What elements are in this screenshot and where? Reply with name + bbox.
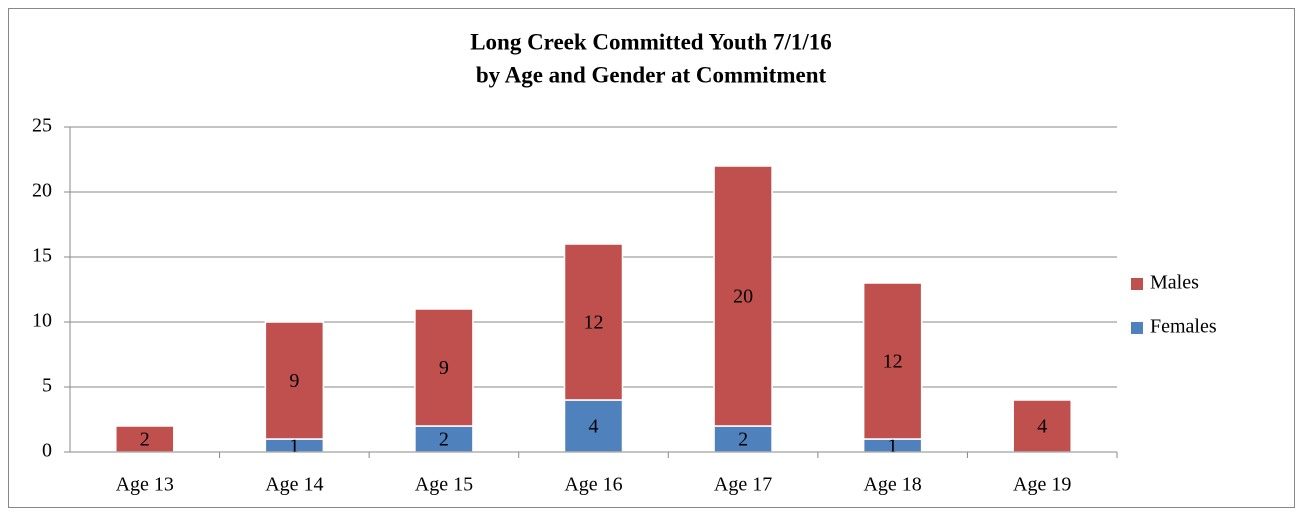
- data-label: 1: [289, 435, 299, 457]
- y-tick-label: 25: [32, 115, 52, 137]
- chart-title: Long Creek Committed Youth 7/1/16: [470, 29, 832, 54]
- x-tick-label: Age 13: [116, 474, 174, 496]
- bar-segment: [115, 425, 175, 453]
- data-label: 2: [439, 429, 449, 451]
- y-tick-label: 15: [32, 245, 52, 267]
- x-tick-label: Age 15: [415, 474, 473, 496]
- data-label: 12: [584, 312, 604, 334]
- data-label: 2: [140, 429, 150, 451]
- data-label: 9: [289, 370, 299, 392]
- legend-label: Females: [1150, 316, 1217, 338]
- y-tick-label: 0: [42, 440, 52, 462]
- x-tick-label: Age 16: [564, 474, 622, 496]
- chart-border: [8, 8, 1295, 508]
- x-tick-label: Age 14: [265, 474, 323, 496]
- legend-swatch: [1131, 278, 1143, 290]
- y-tick-label: 20: [32, 180, 52, 202]
- legend-label: Males: [1150, 272, 1199, 294]
- bar-segment: [862, 282, 923, 440]
- data-label: 20: [733, 286, 753, 308]
- bar-segment: [264, 321, 325, 440]
- data-label: 9: [439, 357, 449, 379]
- x-tick-label: Age 18: [863, 474, 921, 496]
- x-tick-label: Age 17: [714, 474, 772, 496]
- data-label: 4: [1037, 416, 1047, 438]
- data-label: 2: [738, 429, 748, 451]
- bar-segment: [713, 165, 773, 427]
- data-label: 12: [883, 351, 903, 373]
- data-label: 4: [589, 416, 599, 438]
- bar-segment: [1012, 399, 1072, 453]
- chart-subtitle: by Age and Gender at Commitment: [476, 62, 827, 87]
- x-tick-label: Age 19: [1013, 474, 1071, 496]
- bar-segment: [414, 308, 474, 427]
- bar-segment: [563, 243, 624, 401]
- legend-swatch: [1131, 322, 1143, 334]
- data-label: 1: [888, 435, 898, 457]
- y-tick-label: 10: [32, 310, 52, 332]
- y-tick-label: 5: [42, 375, 52, 397]
